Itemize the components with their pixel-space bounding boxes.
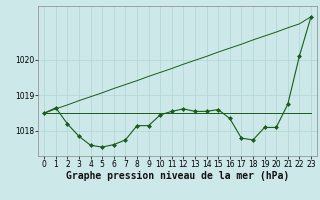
X-axis label: Graphe pression niveau de la mer (hPa): Graphe pression niveau de la mer (hPa)	[66, 171, 289, 181]
